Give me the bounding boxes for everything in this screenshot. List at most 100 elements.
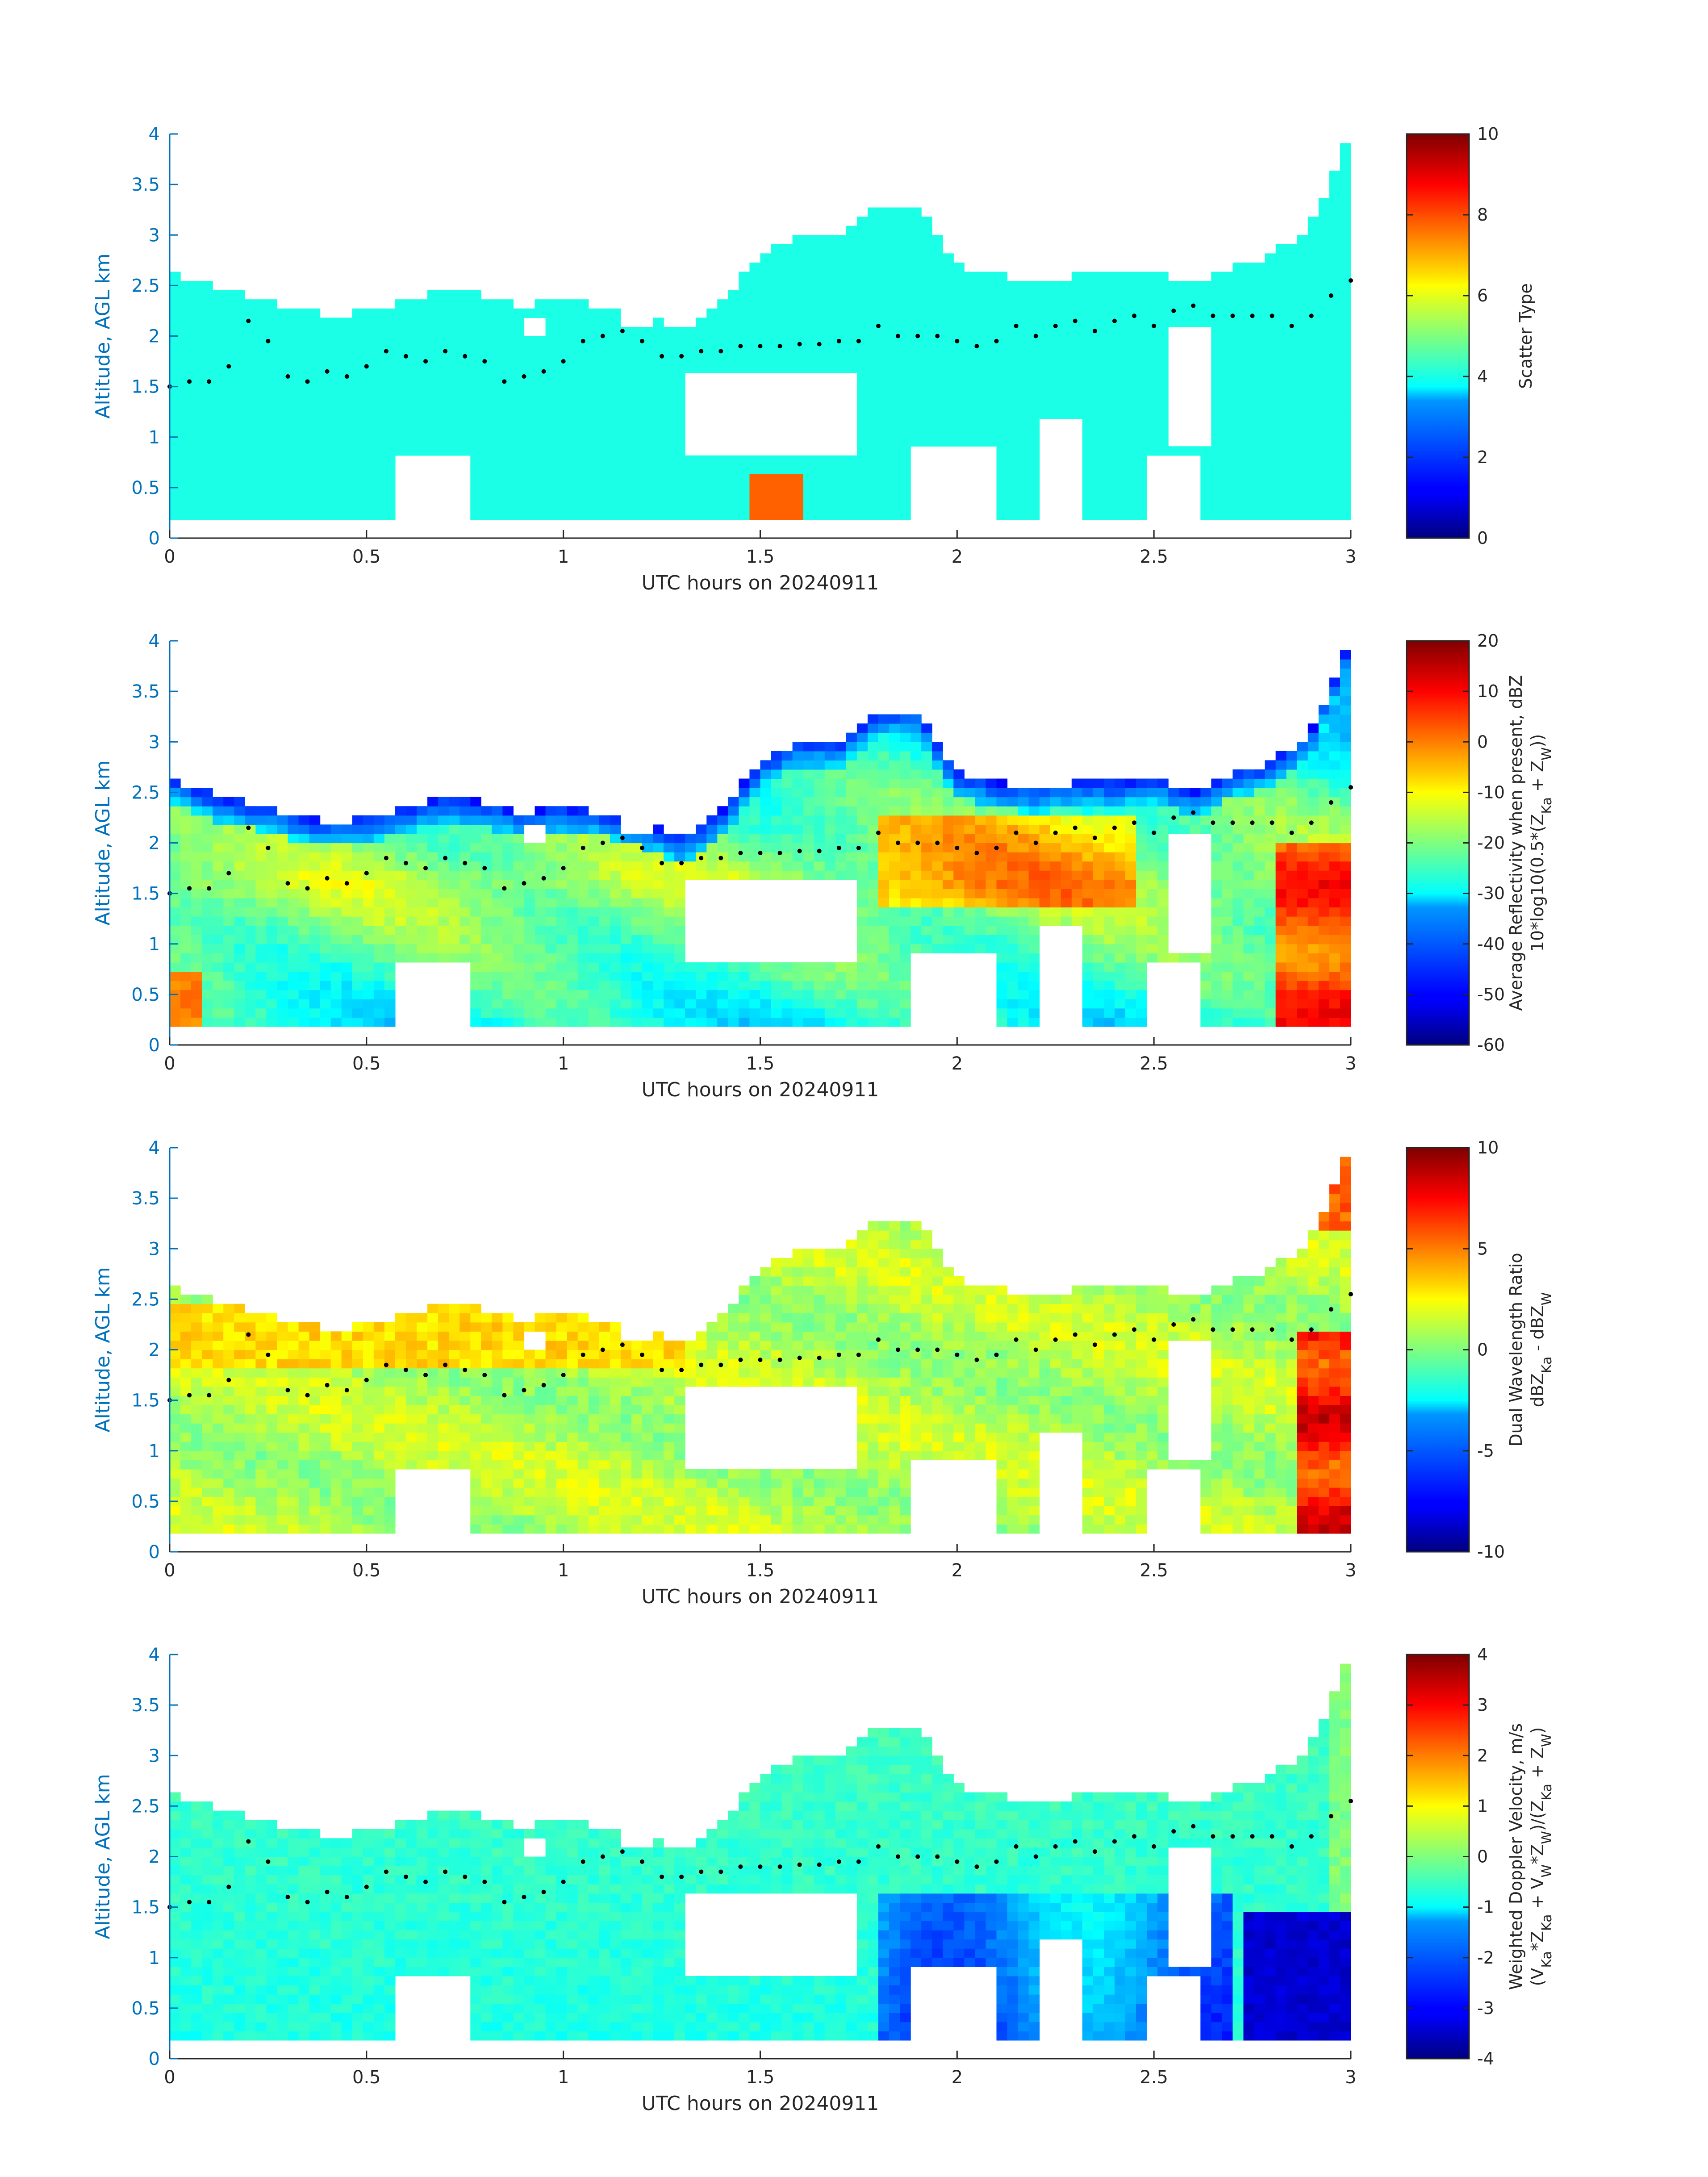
heatmap-cell — [664, 1017, 675, 1027]
heatmap-cell — [1275, 852, 1287, 862]
heatmap-cell — [180, 437, 192, 447]
heatmap-cell — [1265, 501, 1276, 511]
heatmap-cell — [588, 953, 600, 963]
heatmap-cell — [996, 372, 1008, 382]
heatmap-cell — [245, 981, 256, 990]
heatmap-cell — [492, 944, 503, 953]
heatmap-cell — [1179, 797, 1190, 806]
heatmap-cell — [1243, 778, 1255, 788]
heatmap-cell — [878, 1017, 889, 1027]
heatmap-cell — [1265, 990, 1276, 999]
heatmap-cell — [1297, 372, 1308, 382]
heatmap-cell — [567, 455, 578, 465]
heatmap-cell — [910, 916, 922, 926]
heatmap-cell — [481, 925, 492, 935]
heatmap-cell — [1093, 474, 1104, 484]
heatmap-cell — [1028, 935, 1040, 944]
heatmap-cell — [1254, 852, 1265, 862]
heatmap-cell — [835, 492, 847, 502]
heatmap-cell — [599, 999, 610, 1009]
heatmap-cell — [943, 326, 954, 337]
heatmap-cell — [1340, 189, 1351, 199]
heatmap-cell — [1125, 272, 1136, 281]
y-axis-label: Altitude, AGL km — [92, 253, 114, 418]
heatmap-cell — [900, 944, 911, 953]
heatmap-cell — [309, 492, 321, 502]
heatmap-cell — [1028, 409, 1040, 419]
heatmap-cell — [1103, 907, 1115, 917]
heatmap-cell — [1286, 981, 1298, 990]
heatmap-cell — [330, 409, 342, 419]
heatmap-cell — [867, 501, 879, 511]
heatmap-cell — [910, 364, 922, 373]
heatmap-cell — [760, 455, 772, 465]
heatmap-cell — [620, 474, 632, 484]
heatmap-cell — [449, 382, 460, 392]
heatmap-cell — [696, 474, 707, 484]
heatmap-cell — [1007, 501, 1019, 511]
heatmap-cell — [728, 990, 739, 999]
heatmap-cell — [449, 400, 460, 410]
heatmap-cell — [943, 391, 954, 401]
heatmap-cell — [288, 898, 299, 908]
heatmap-cell — [1254, 418, 1265, 428]
heatmap-cell — [363, 501, 374, 511]
heatmap-cell — [856, 299, 868, 309]
heatmap-cell — [266, 870, 278, 880]
heatmap-cell — [932, 935, 943, 944]
heatmap-cell — [266, 935, 278, 944]
heatmap-cell — [1103, 308, 1115, 318]
heatmap-cell — [610, 935, 621, 944]
heatmap-cell — [953, 326, 965, 337]
heatmap-cell — [760, 806, 772, 816]
heatmap-cell — [1071, 907, 1083, 917]
heatmap-cell — [309, 971, 321, 981]
heatmap-cell — [202, 428, 213, 438]
heatmap-cell — [577, 962, 589, 972]
heatmap-cell — [867, 788, 879, 798]
heatmap-cell — [330, 990, 342, 999]
heatmap-cell — [631, 1017, 643, 1027]
heatmap-cell — [170, 797, 181, 806]
heatmap-cell — [417, 318, 428, 327]
heatmap-cell — [1243, 336, 1255, 346]
heatmap-cell — [577, 852, 589, 862]
heatmap-cell — [867, 925, 879, 935]
heatmap-cell — [867, 742, 879, 752]
heatmap-cell — [1007, 889, 1019, 898]
heatmap-cell — [427, 870, 438, 880]
heatmap-cell — [953, 290, 965, 300]
heatmap-cell — [223, 501, 234, 511]
heatmap-cell — [653, 1008, 664, 1018]
heatmap-cell — [438, 898, 449, 908]
heatmap-cell — [513, 308, 525, 318]
heatmap-cell — [481, 852, 492, 862]
heatmap-cell — [1115, 916, 1126, 926]
heatmap-cell — [986, 364, 997, 373]
heatmap-cell — [417, 870, 428, 880]
heatmap-cell — [642, 870, 653, 880]
heatmap-cell — [728, 464, 739, 474]
heatmap-cell — [288, 999, 299, 1009]
heatmap-cell — [921, 354, 932, 364]
heatmap-cell — [835, 815, 847, 825]
heatmap-cell — [1232, 364, 1244, 373]
heatmap-cell — [213, 464, 224, 474]
heatmap-cell — [320, 824, 331, 834]
heatmap-cell — [878, 751, 889, 760]
heatmap-cell — [1147, 400, 1158, 410]
heatmap-cell — [1340, 455, 1351, 465]
heatmap-cell — [921, 281, 932, 291]
heatmap-cell — [610, 418, 621, 428]
heatmap-cell — [620, 428, 632, 438]
heatmap-cell — [417, 345, 428, 355]
heatmap-cell — [856, 953, 868, 963]
heatmap-cell — [492, 999, 503, 1009]
heatmap-cell — [470, 824, 481, 834]
heatmap-cell — [803, 760, 814, 770]
heatmap-cell — [631, 455, 643, 465]
heatmap-cell — [824, 742, 836, 752]
heatmap-cell — [524, 916, 535, 926]
heatmap-cell — [878, 870, 889, 880]
heatmap-cell — [739, 299, 750, 309]
